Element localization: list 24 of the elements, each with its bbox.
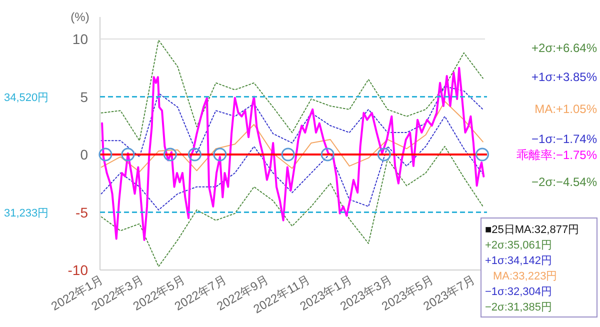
line-series: [100, 116, 484, 210]
line-series: [100, 146, 484, 268]
y-tick-label: -10: [68, 262, 88, 278]
annotation: ■25日MA:32,877円: [485, 224, 580, 236]
text: +1σ:+3.85%: [532, 70, 598, 84]
text: 乖離率:−1.75%: [516, 148, 598, 162]
text: MA:+1.05%: [534, 102, 598, 116]
text: −1σ:32,304円: [485, 286, 552, 298]
text: MA:33,223円: [493, 270, 558, 282]
y-tick-label: 10: [72, 31, 88, 47]
text: −2σ:−4.54%: [532, 175, 598, 189]
y-axis-title: (%): [70, 10, 90, 24]
y-tick-label: 5: [80, 88, 88, 105]
annotation: +2σ:35,061円: [485, 240, 552, 252]
ref-line-label: 31,233円: [4, 207, 49, 220]
text: −2σ:31,385円: [485, 302, 552, 314]
text: +2σ:+6.64%: [532, 41, 598, 55]
text: −1σ:−1.74%: [532, 132, 598, 146]
y-tick-label: 0: [80, 146, 88, 162]
annotation: +1σ:34,142円: [485, 255, 552, 267]
y-tick-label: -5: [76, 204, 88, 220]
line-series: [100, 40, 484, 142]
ref-line-label: 34,520円: [4, 92, 49, 104]
line-series: [100, 100, 484, 172]
